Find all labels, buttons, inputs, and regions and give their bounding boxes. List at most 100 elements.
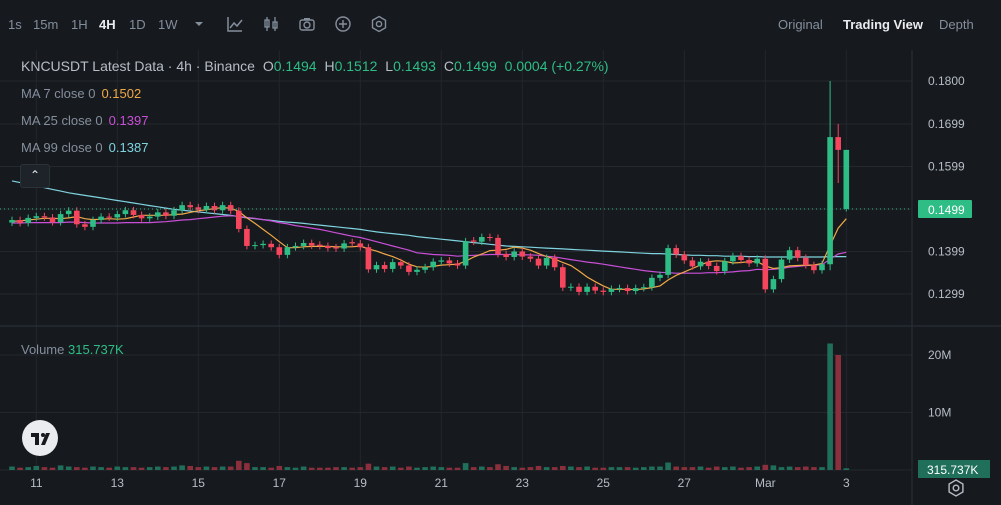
candle <box>41 212 48 221</box>
camera-icon[interactable] <box>298 15 316 33</box>
candle-body <box>90 220 96 227</box>
volume-bar <box>138 467 145 470</box>
legend-close-label: C <box>443 58 454 74</box>
candle-body <box>495 237 501 255</box>
candle-body <box>778 259 785 280</box>
interval-4h[interactable]: 4H <box>99 17 116 32</box>
candle-body <box>252 245 258 247</box>
candle-body <box>551 257 558 268</box>
candle-body <box>487 237 493 239</box>
volume-bar <box>114 466 121 470</box>
plus-circle-icon[interactable] <box>334 15 352 33</box>
volume-bar <box>454 467 461 470</box>
volume-bar <box>57 465 64 470</box>
candle-body <box>673 248 679 255</box>
candle <box>811 261 817 274</box>
volume-bar <box>487 467 493 470</box>
collapse-legend-button[interactable]: ⌃ <box>20 164 50 188</box>
candle-body <box>754 258 760 264</box>
candle-body <box>195 207 202 210</box>
candle-body <box>65 210 72 215</box>
volume-bar <box>90 466 96 470</box>
view-trading-view[interactable]: Trading View <box>843 17 923 32</box>
volume-bar <box>811 467 817 470</box>
candle <box>414 266 420 276</box>
ma25-label: MA 25 close 0 <box>21 113 103 128</box>
legend-close: 0.1499 <box>453 58 497 74</box>
candle-body <box>219 205 226 211</box>
price-chart[interactable]: 0.1800 0.1699 0.1599 0.1499 0.1399 0.1299 0.14… <box>0 50 1001 505</box>
candle <box>560 263 566 292</box>
volume-legend: Volume 315.737K <box>21 342 124 357</box>
candle <box>49 214 56 226</box>
price-tick-label: 0.1599 <box>928 159 965 173</box>
candle-body <box>236 210 242 229</box>
price-tick-label: 0.1299 <box>928 287 965 301</box>
candle <box>535 255 542 269</box>
interval-1w[interactable]: 1W <box>158 17 178 32</box>
volume-bar <box>665 462 671 470</box>
candle-body <box>381 265 388 269</box>
candle <box>163 208 169 220</box>
candle-body <box>511 251 517 258</box>
interval-1d[interactable]: 1D <box>129 17 146 32</box>
candle-body <box>49 217 56 223</box>
volume-bar <box>519 467 526 470</box>
volume-bar <box>470 467 477 470</box>
candle <box>106 213 112 221</box>
line-chart-icon[interactable] <box>226 15 244 33</box>
interval-1s[interactable]: 1s <box>8 17 22 32</box>
candle-body <box>503 254 509 258</box>
volume-bar <box>325 467 331 470</box>
view-original[interactable]: Original <box>778 17 823 32</box>
candle <box>219 201 226 214</box>
candle <box>835 123 841 184</box>
last-price-badge <box>918 199 972 218</box>
volume-tick-label: 10M <box>928 406 951 420</box>
candle-body <box>187 205 193 208</box>
volume-bar <box>689 467 696 470</box>
candle <box>713 262 720 275</box>
chart-settings-icon[interactable] <box>946 478 966 498</box>
candle-body <box>308 242 315 246</box>
volume-bar <box>738 467 744 470</box>
time-tick-label: 25 <box>597 476 611 490</box>
interval-1h[interactable]: 1H <box>71 17 88 32</box>
view-depth[interactable]: Depth <box>939 17 974 32</box>
volume-bar <box>219 466 226 470</box>
volume-bar <box>49 467 56 470</box>
volume-value: 315.737K <box>68 342 124 357</box>
candle <box>114 210 121 221</box>
candle <box>398 258 404 269</box>
candle <box>462 237 469 269</box>
candle-body <box>657 274 663 278</box>
tradingview-logo-icon <box>22 420 58 456</box>
volume-bar <box>179 465 185 470</box>
volume-bar <box>527 467 534 470</box>
candle <box>551 254 558 271</box>
candle-body <box>106 216 112 218</box>
volume-bar <box>462 463 469 470</box>
interval-15m[interactable]: 15m <box>33 17 59 32</box>
candle-body <box>689 260 696 267</box>
candle-body <box>722 261 728 272</box>
gear-hex-icon[interactable] <box>370 15 388 33</box>
candle <box>527 253 534 263</box>
volume-bar <box>697 466 704 470</box>
volume-bar <box>819 467 825 470</box>
candle-body <box>600 290 607 292</box>
candle-body <box>98 216 104 221</box>
time-tick-label: 21 <box>435 476 449 490</box>
ma99-value: 0.1387 <box>108 140 149 155</box>
candle-body <box>203 205 210 210</box>
time-tick-label: 23 <box>516 476 530 490</box>
chevron-down-icon[interactable] <box>193 15 205 33</box>
candle <box>244 225 250 250</box>
volume-bar <box>568 466 574 470</box>
volume-bar <box>203 466 210 470</box>
candle-body <box>794 250 801 258</box>
candle-settings-icon[interactable] <box>262 15 280 33</box>
volume-bar <box>641 467 647 470</box>
volume-bar <box>479 466 485 470</box>
candle-body <box>122 210 129 215</box>
